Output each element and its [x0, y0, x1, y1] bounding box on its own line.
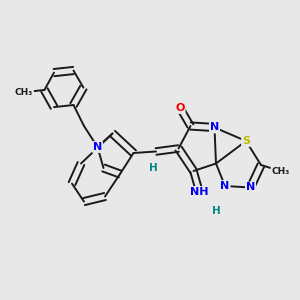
Text: N: N — [210, 122, 219, 133]
Text: N: N — [220, 181, 230, 191]
Text: O: O — [175, 103, 185, 113]
Text: H: H — [148, 163, 158, 173]
Text: CH₃: CH₃ — [272, 167, 290, 176]
Text: CH₃: CH₃ — [15, 88, 33, 97]
Text: S: S — [242, 136, 250, 146]
Text: NH: NH — [190, 187, 209, 197]
Text: N: N — [246, 182, 255, 193]
Text: N: N — [93, 142, 102, 152]
Text: H: H — [212, 206, 220, 217]
